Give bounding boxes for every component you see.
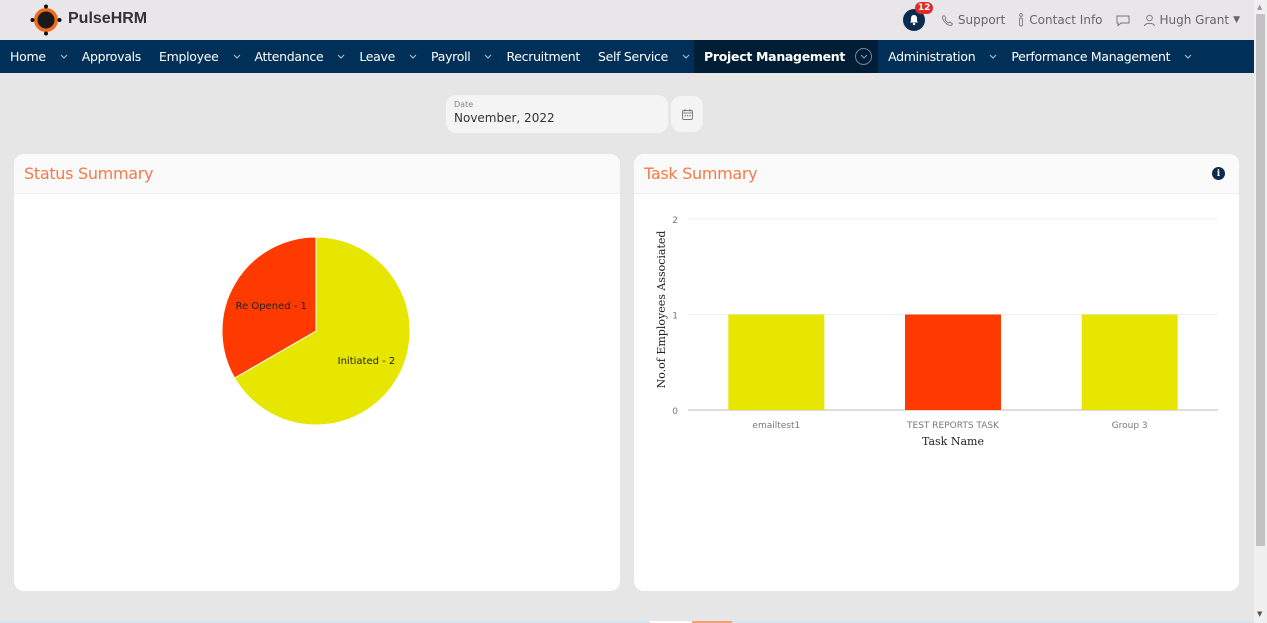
info-icon[interactable]: i: [1212, 167, 1225, 180]
x-tick-label: Group 3: [1112, 421, 1148, 431]
x-tick-label: TEST REPORTS TASK: [906, 421, 1000, 431]
chevron-down-icon[interactable]: [484, 51, 492, 62]
nav-item-label: Attendance: [254, 49, 324, 64]
nav-item-performance-management[interactable]: Performance Management: [1001, 40, 1196, 73]
task-summary-title: Task Summary: [644, 164, 758, 183]
nav-item-label: Self Service: [597, 49, 669, 64]
chevron-down-icon[interactable]: [337, 51, 345, 62]
pulsehrm-logo-icon: [30, 4, 62, 36]
x-axis-title: Task Name: [922, 435, 984, 448]
task-summary-card: Task Summary i 0 1 2 emailtest1 TEST REPORTS…: [634, 154, 1239, 591]
calendar-button[interactable]: [671, 96, 703, 132]
nav-item-label: Recruitment: [506, 49, 580, 64]
bar-test-reports-task[interactable]: [905, 314, 1001, 411]
y-tick-label: 0: [672, 407, 678, 417]
main-navigation: Home Approvals Employee Attendance Leave Payr…: [0, 40, 1254, 73]
chevron-down-icon[interactable]: [60, 51, 68, 62]
nav-item-label: Home: [10, 49, 46, 64]
status-pie-chart: Initiated - 2 Re Opened - 1: [221, 236, 411, 426]
chat-icon: [1116, 15, 1130, 27]
user-menu[interactable]: Hugh Grant ▼: [1143, 13, 1240, 27]
date-field-label: Date: [454, 100, 474, 109]
nav-item-employee[interactable]: Employee: [149, 40, 245, 73]
phone-icon: [941, 14, 953, 26]
nav-item-label: Payroll: [431, 49, 471, 64]
bottom-tab-b: [692, 621, 732, 623]
scrollbar-thumb[interactable]: [1256, 14, 1265, 546]
calendar-icon: [681, 108, 693, 120]
nav-item-label: Performance Management: [1011, 49, 1171, 64]
nav-item-payroll[interactable]: Payroll: [421, 40, 496, 73]
nav-item-label: Administration: [888, 49, 976, 64]
info-person-icon: [1019, 13, 1024, 27]
pie-slice-initiated[interactable]: [233, 236, 411, 426]
y-tick-label: 2: [672, 216, 678, 226]
status-summary-header: Status Summary: [14, 154, 620, 194]
page-scrollbar[interactable]: ▲ ▼: [1254, 0, 1267, 623]
scroll-up-arrow-icon[interactable]: ▲: [1257, 3, 1263, 11]
pie-slice-re-opened[interactable]: [221, 236, 317, 379]
status-summary-card: Status Summary Initiated - 2 Re Opened - …: [14, 154, 620, 591]
date-picker-field[interactable]: Date November, 2022: [446, 95, 668, 133]
notifications-button[interactable]: 12: [902, 2, 934, 31]
nav-item-approvals[interactable]: Approvals: [72, 40, 149, 73]
task-summary-header: Task Summary i: [634, 154, 1239, 194]
nav-item-home[interactable]: Home: [0, 40, 72, 73]
nav-item-leave[interactable]: Leave: [349, 40, 421, 73]
support-link[interactable]: Support: [941, 13, 1005, 27]
user-icon: [1143, 14, 1155, 26]
nav-item-label: Project Management: [704, 49, 846, 64]
chevron-down-icon[interactable]: [855, 48, 873, 65]
chevron-down-icon[interactable]: [409, 51, 417, 62]
nav-item-project-management[interactable]: Project Management: [694, 40, 879, 73]
bar-group-3[interactable]: [1081, 314, 1178, 411]
y-tick-label: 1: [672, 312, 678, 322]
contact-info-label: Contact Info: [1029, 13, 1103, 27]
contact-info-link[interactable]: Contact Info: [1017, 13, 1103, 27]
y-axis-title: No.of Employees Associated: [655, 231, 668, 389]
nav-item-administration[interactable]: Administration: [878, 40, 1001, 73]
nav-item-label: Employee: [159, 49, 219, 64]
nav-item-self-service[interactable]: Self Service: [588, 40, 694, 73]
chevron-down-icon[interactable]: [233, 51, 241, 62]
pie-label: Re Opened - 1: [236, 301, 307, 312]
notification-count-badge: 12: [914, 2, 934, 14]
chevron-down-icon[interactable]: [682, 51, 690, 62]
status-summary-title: Status Summary: [24, 164, 154, 183]
nav-item-attendance[interactable]: Attendance: [245, 40, 350, 73]
bell-icon: [909, 15, 918, 26]
bottom-tab-a: [650, 621, 692, 623]
chat-button[interactable]: [1115, 14, 1131, 27]
bar-emailtest1[interactable]: [728, 314, 825, 411]
top-bar: PulseHRM 12 Support Contact Info: [0, 0, 1254, 40]
chevron-down-icon[interactable]: [1184, 51, 1192, 62]
bottom-strip: [0, 621, 1254, 623]
pie-label: Initiated - 2: [338, 356, 396, 367]
user-name: Hugh Grant: [1159, 13, 1230, 27]
nav-item-recruitment[interactable]: Recruitment: [496, 40, 588, 73]
support-label: Support: [957, 13, 1006, 27]
nav-item-label: Approvals: [81, 49, 142, 64]
date-field-value: November, 2022: [454, 111, 555, 125]
task-bar-chart: 0 1 2 emailtest1 TEST REPORTS TASK Group 3 Tas…: [655, 216, 1218, 448]
brand-name: PulseHRM: [68, 10, 148, 27]
top-right-actions: 12 Support Contact Info Hugh Gra: [902, 0, 1240, 40]
scroll-down-arrow-icon[interactable]: ▼: [1257, 610, 1263, 618]
x-tick-label: emailtest1: [752, 421, 800, 431]
nav-item-label: Leave: [359, 49, 396, 64]
chevron-down-icon[interactable]: [989, 51, 997, 62]
caret-down-icon: ▼: [1233, 15, 1240, 25]
